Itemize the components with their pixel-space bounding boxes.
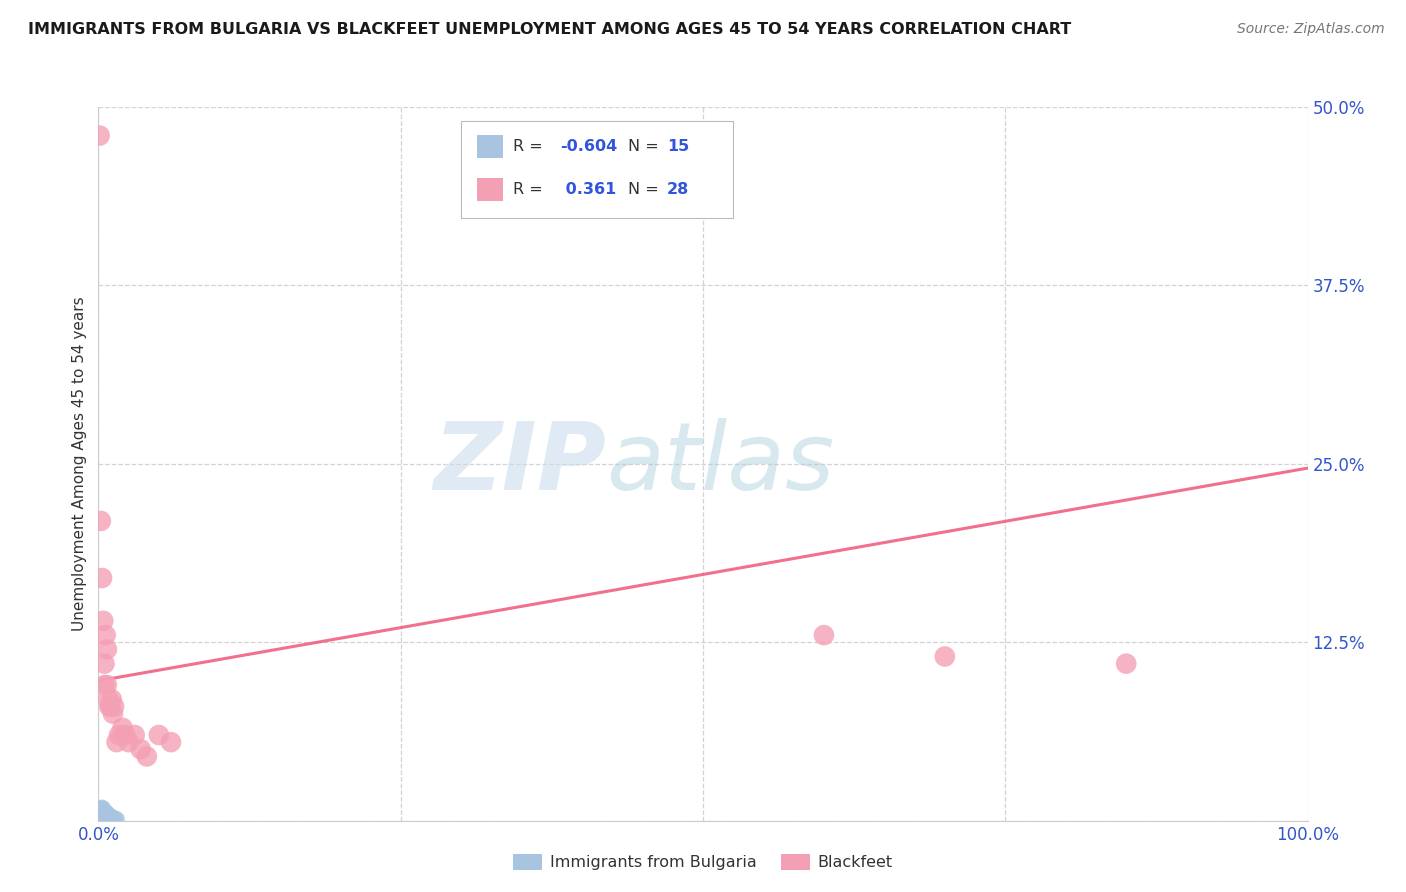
Point bbox=[101, 811, 124, 825]
Point bbox=[93, 805, 115, 819]
Text: 28: 28 bbox=[666, 182, 689, 196]
Point bbox=[94, 808, 117, 822]
Point bbox=[94, 805, 117, 819]
Point bbox=[89, 806, 111, 821]
Bar bbox=[477, 178, 503, 201]
Point bbox=[91, 614, 114, 628]
Point bbox=[100, 811, 122, 825]
Point bbox=[101, 706, 124, 721]
Point bbox=[90, 514, 112, 528]
Point bbox=[124, 728, 146, 742]
Point bbox=[90, 804, 112, 818]
Point bbox=[108, 728, 131, 742]
Point bbox=[91, 802, 114, 816]
Bar bbox=[477, 135, 503, 158]
Text: IMMIGRANTS FROM BULGARIA VS BLACKFEET UNEMPLOYMENT AMONG AGES 45 TO 54 YEARS COR: IMMIGRANTS FROM BULGARIA VS BLACKFEET UN… bbox=[28, 22, 1071, 37]
Point bbox=[93, 678, 115, 692]
Point bbox=[91, 805, 114, 819]
Text: N =: N = bbox=[628, 139, 664, 153]
Text: N =: N = bbox=[628, 182, 664, 196]
Point bbox=[1115, 657, 1137, 671]
Point bbox=[934, 649, 956, 664]
Point bbox=[105, 812, 128, 826]
Point bbox=[96, 806, 118, 821]
Point bbox=[98, 699, 121, 714]
Point bbox=[97, 808, 120, 822]
Text: 0.361: 0.361 bbox=[561, 182, 617, 196]
Point bbox=[91, 804, 114, 818]
Point bbox=[93, 808, 115, 822]
Text: ZIP: ZIP bbox=[433, 417, 606, 510]
Point bbox=[100, 699, 122, 714]
FancyBboxPatch shape bbox=[461, 121, 734, 218]
Point bbox=[98, 809, 121, 823]
Point bbox=[135, 749, 157, 764]
Point bbox=[813, 628, 835, 642]
Point bbox=[160, 735, 183, 749]
Point bbox=[148, 728, 170, 742]
Point bbox=[103, 699, 125, 714]
Point bbox=[114, 728, 136, 742]
Text: R =: R = bbox=[513, 182, 548, 196]
Point bbox=[129, 742, 152, 756]
Point bbox=[103, 812, 125, 826]
Point bbox=[90, 802, 112, 816]
Point bbox=[100, 809, 122, 823]
Point bbox=[91, 801, 114, 815]
Point bbox=[93, 657, 115, 671]
Point bbox=[97, 692, 120, 706]
Text: Source: ZipAtlas.com: Source: ZipAtlas.com bbox=[1237, 22, 1385, 37]
Text: -0.604: -0.604 bbox=[561, 139, 617, 153]
Text: 15: 15 bbox=[666, 139, 689, 153]
Point bbox=[118, 735, 141, 749]
Point bbox=[91, 806, 114, 821]
Point bbox=[91, 571, 114, 585]
Text: R =: R = bbox=[513, 139, 548, 153]
Point bbox=[94, 628, 117, 642]
Point bbox=[96, 678, 118, 692]
Point bbox=[111, 721, 134, 735]
Point bbox=[96, 642, 118, 657]
Point bbox=[100, 692, 122, 706]
Point bbox=[89, 128, 111, 143]
Y-axis label: Unemployment Among Ages 45 to 54 years: Unemployment Among Ages 45 to 54 years bbox=[72, 296, 87, 632]
Point bbox=[105, 735, 128, 749]
Text: atlas: atlas bbox=[606, 418, 835, 509]
Legend: Immigrants from Bulgaria, Blackfeet: Immigrants from Bulgaria, Blackfeet bbox=[508, 847, 898, 877]
